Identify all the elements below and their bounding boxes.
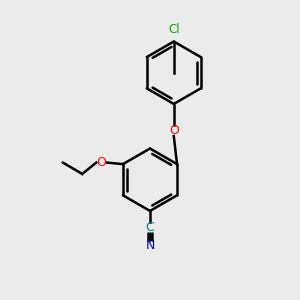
Text: Cl: Cl [168, 23, 180, 36]
Text: O: O [97, 156, 106, 169]
Text: N: N [145, 239, 155, 252]
Text: O: O [169, 124, 179, 137]
Text: C: C [146, 221, 154, 234]
